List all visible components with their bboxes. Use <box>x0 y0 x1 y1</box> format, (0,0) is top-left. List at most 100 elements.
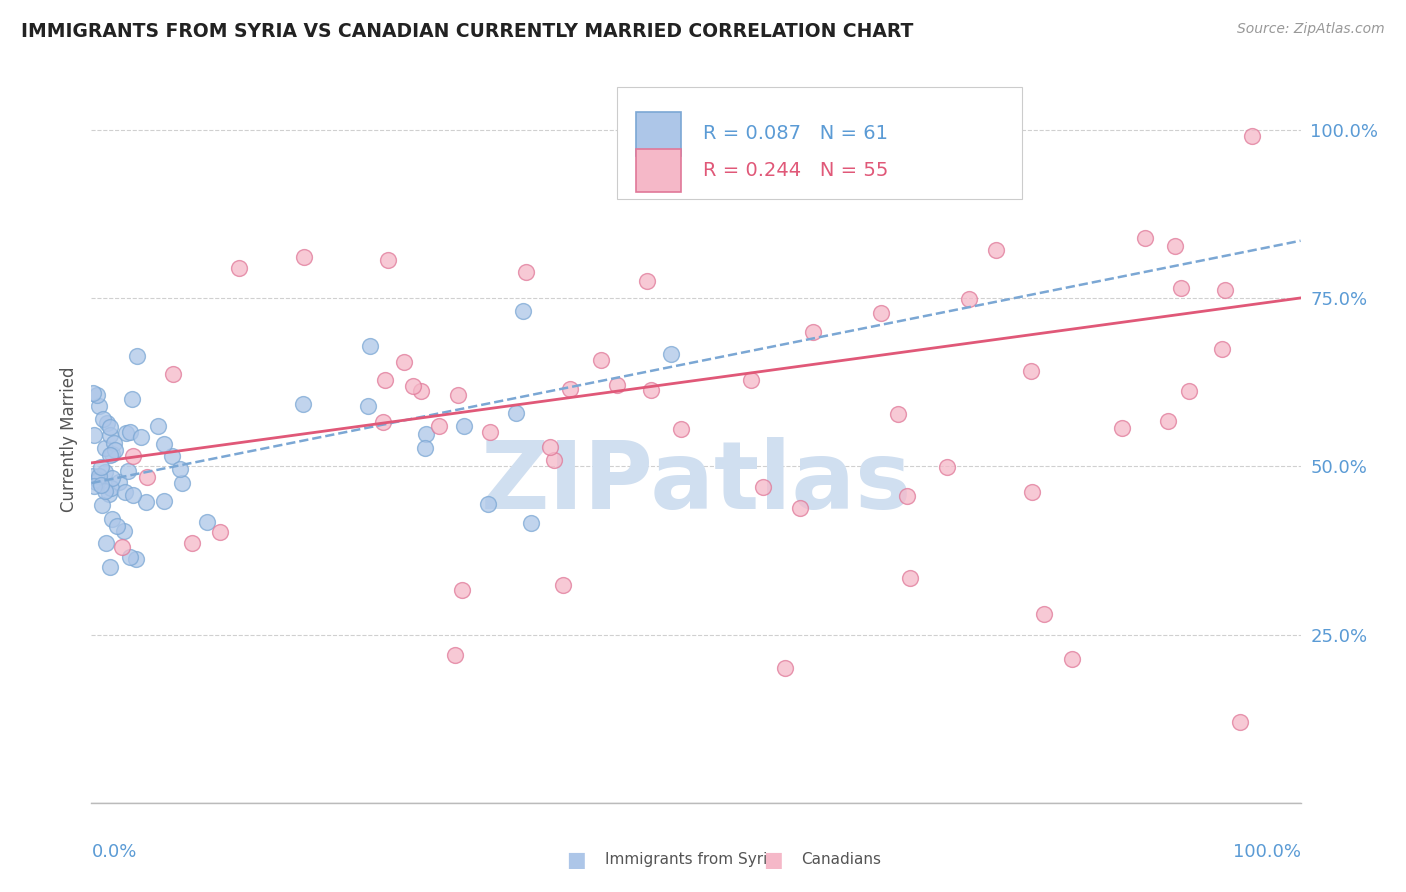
Point <box>90 459 112 474</box>
Point <box>415 426 437 441</box>
Point <box>427 419 450 434</box>
Point <box>374 373 396 387</box>
Point <box>94 536 117 550</box>
Point <box>1170 281 1192 295</box>
Point <box>162 450 184 464</box>
Point <box>127 349 149 363</box>
Point <box>98 427 121 442</box>
Point <box>740 373 762 387</box>
Point <box>120 550 142 565</box>
Point <box>114 484 136 499</box>
Point <box>208 525 231 540</box>
Point <box>82 468 104 483</box>
Point <box>936 459 959 474</box>
Point <box>558 382 581 396</box>
Point <box>111 540 134 554</box>
FancyBboxPatch shape <box>617 87 1022 200</box>
Point <box>606 378 628 392</box>
Point <box>1111 421 1133 435</box>
Point <box>94 441 117 455</box>
Point <box>228 260 250 275</box>
Point <box>117 464 139 478</box>
Point <box>153 437 176 451</box>
Point <box>789 500 811 515</box>
Point <box>100 481 122 495</box>
Text: Source: ZipAtlas.com: Source: ZipAtlas.com <box>1237 22 1385 37</box>
Point <box>887 407 910 421</box>
Point <box>520 516 543 530</box>
Point <box>87 399 110 413</box>
Point <box>377 252 399 267</box>
Point <box>83 479 105 493</box>
Point <box>505 406 527 420</box>
Point <box>512 304 534 318</box>
Text: Immigrants from Syria: Immigrants from Syria <box>605 853 776 867</box>
Text: R = 0.244   N = 55: R = 0.244 N = 55 <box>703 161 889 180</box>
Point <box>292 250 315 264</box>
Y-axis label: Currently Married: Currently Married <box>59 367 77 512</box>
Point <box>86 388 108 402</box>
Point <box>195 516 218 530</box>
Point <box>447 388 470 402</box>
Point <box>135 495 157 509</box>
Point <box>170 476 193 491</box>
Text: Canadians: Canadians <box>801 853 882 867</box>
Point <box>103 436 125 450</box>
Text: R = 0.087   N = 61: R = 0.087 N = 61 <box>703 125 889 144</box>
Point <box>91 412 114 426</box>
Point <box>359 339 381 353</box>
Point <box>98 420 121 434</box>
Point <box>94 483 117 498</box>
Point <box>1032 607 1054 622</box>
FancyBboxPatch shape <box>636 149 682 192</box>
Point <box>1060 652 1083 666</box>
Point <box>135 470 157 484</box>
Point <box>801 325 824 339</box>
Point <box>122 488 145 502</box>
Point <box>543 453 565 467</box>
Point <box>1019 364 1042 378</box>
Point <box>118 425 141 440</box>
Point <box>1164 239 1187 253</box>
Point <box>97 487 120 501</box>
Point <box>121 392 143 407</box>
FancyBboxPatch shape <box>636 112 682 156</box>
Point <box>153 493 176 508</box>
Point <box>83 427 105 442</box>
Point <box>413 442 436 456</box>
Point <box>409 384 432 399</box>
Point <box>112 524 135 539</box>
Point <box>986 243 1008 257</box>
Point <box>957 293 980 307</box>
Point <box>773 661 796 675</box>
Point <box>1211 342 1233 356</box>
Point <box>100 448 122 462</box>
Text: 0.0%: 0.0% <box>91 843 136 861</box>
Point <box>357 399 380 413</box>
Point <box>1229 714 1251 729</box>
Point <box>1157 414 1180 428</box>
Point <box>96 416 118 430</box>
Point <box>84 475 107 489</box>
Point <box>451 583 474 598</box>
Point <box>101 470 124 484</box>
Point <box>169 461 191 475</box>
Point <box>129 430 152 444</box>
Point <box>292 397 315 411</box>
Point <box>101 447 124 461</box>
Point <box>82 386 104 401</box>
Point <box>589 353 612 368</box>
Point <box>124 552 146 566</box>
Point <box>121 450 143 464</box>
Point <box>1133 230 1156 244</box>
Point <box>538 440 561 454</box>
Text: IMMIGRANTS FROM SYRIA VS CANADIAN CURRENTLY MARRIED CORRELATION CHART: IMMIGRANTS FROM SYRIA VS CANADIAN CURREN… <box>21 22 914 41</box>
Text: ■: ■ <box>567 850 586 870</box>
Point <box>869 306 891 320</box>
Point <box>453 419 475 434</box>
Text: 100.0%: 100.0% <box>1233 843 1301 861</box>
Point <box>90 498 112 512</box>
Point <box>104 443 127 458</box>
Point <box>477 496 499 510</box>
Point <box>659 347 682 361</box>
